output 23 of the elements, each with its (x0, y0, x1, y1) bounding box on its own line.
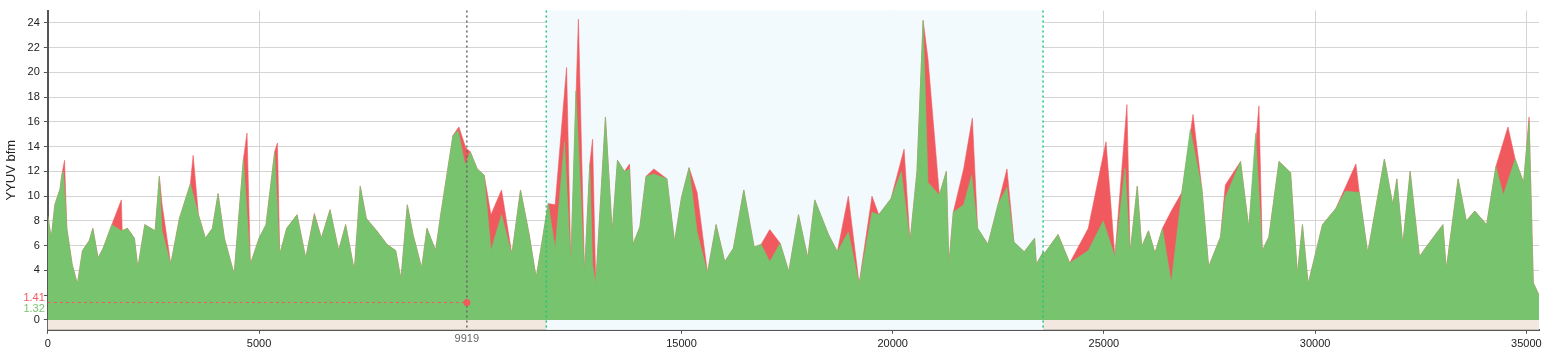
y-tick-label: 4 (33, 263, 40, 276)
x-tick-label: 20000 (877, 337, 908, 350)
y-tick-label: 12 (27, 164, 40, 177)
y-tick-label: 10 (27, 189, 40, 202)
x-tick-label: 30000 (1299, 337, 1331, 350)
x-tick-label: 15000 (666, 337, 697, 350)
annotation: 1.32 (23, 301, 45, 314)
y-tick-label: 0 (33, 312, 40, 325)
ref-line-label: 9919 (454, 332, 480, 345)
y-tick-label: 8 (33, 213, 40, 226)
y-axis-title: YYUV bfm (3, 139, 19, 201)
x-tick-label: 5000 (246, 337, 272, 350)
annotation: 1.41 (23, 291, 45, 304)
x-tick-label: 25000 (1088, 337, 1120, 350)
x-tick-label: 0 (44, 337, 51, 350)
y-tick-label: 24 (27, 16, 40, 28)
y-tick-label: 6 (33, 238, 40, 251)
x-tick-label: 35000 (1511, 337, 1542, 350)
y-tick-label: 16 (27, 114, 40, 127)
y-tick-label: 14 (27, 139, 40, 152)
y-tick-label: 20 (27, 65, 40, 78)
y-tick-label: 18 (27, 90, 40, 103)
y-tick-label: 22 (27, 40, 40, 53)
